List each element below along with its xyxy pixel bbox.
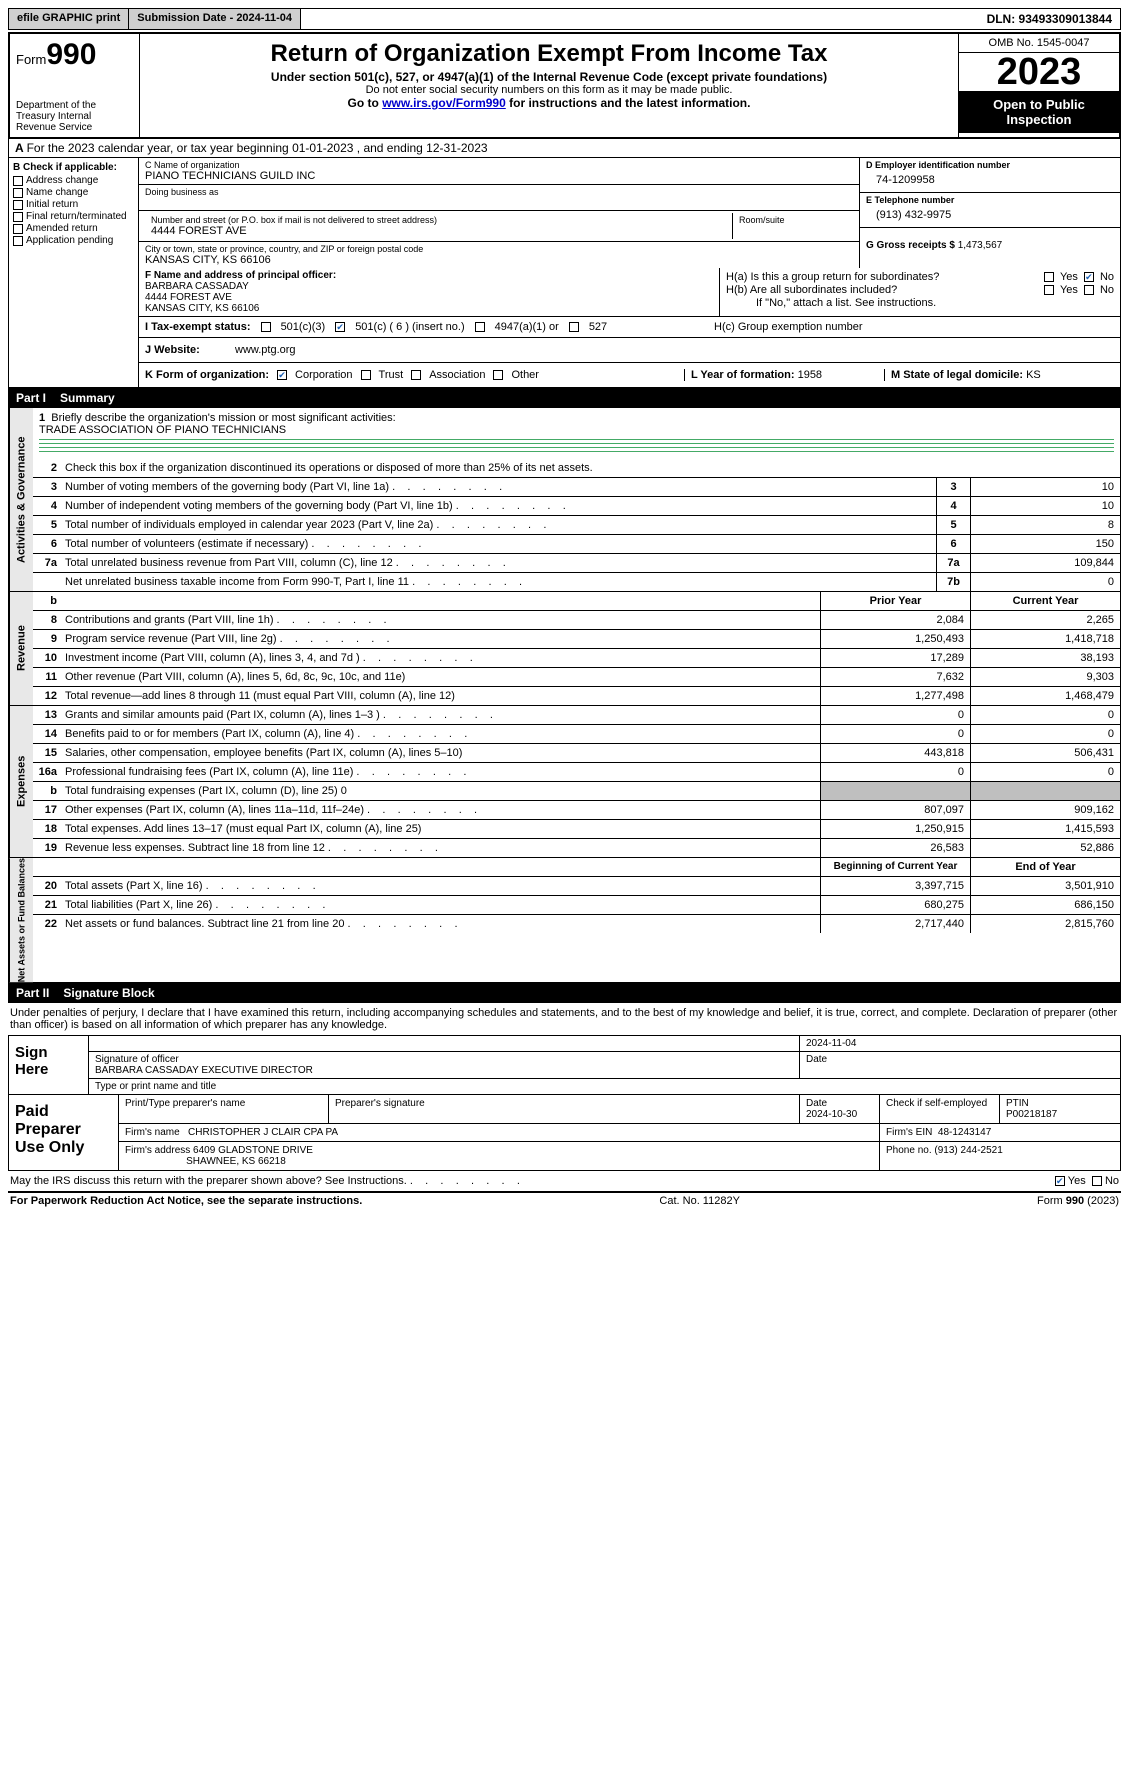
vlabel-governance: Activities & Governance xyxy=(9,408,33,591)
line-3: Number of voting members of the governin… xyxy=(61,478,936,496)
form-number: Form990 xyxy=(16,38,133,72)
line-10: Investment income (Part VIII, column (A)… xyxy=(61,649,820,667)
org-city: KANSAS CITY, KS 66106 xyxy=(145,254,853,266)
line-22: Net assets or fund balances. Subtract li… xyxy=(61,915,820,933)
chk-trust[interactable] xyxy=(361,370,371,380)
org-street: 4444 FOREST AVE xyxy=(151,225,726,237)
preparer-block: Paid Preparer Use Only Print/Type prepar… xyxy=(8,1095,1121,1171)
website: www.ptg.org xyxy=(235,344,296,356)
chk-assoc[interactable] xyxy=(411,370,421,380)
box-k: K Form of organization: Corporation Trus… xyxy=(145,369,684,381)
line-11: Other revenue (Part VIII, column (A), li… xyxy=(61,668,820,686)
box-f-officer: F Name and address of principal officer:… xyxy=(139,268,720,316)
tax-year: 2023 xyxy=(959,53,1119,91)
box-b: B Check if applicable: Address change Na… xyxy=(9,158,139,387)
line-6: Total number of volunteers (estimate if … xyxy=(61,535,936,553)
line-16a: Professional fundraising fees (Part IX, … xyxy=(61,763,820,781)
line-18: Total expenses. Add lines 13–17 (must eq… xyxy=(61,820,820,838)
row-a-tax-year: A For the 2023 calendar year, or tax yea… xyxy=(8,139,1121,158)
line-7b: Net unrelated business taxable income fr… xyxy=(61,573,936,591)
chk-address-change[interactable] xyxy=(13,176,23,186)
chk-ha-no[interactable] xyxy=(1084,272,1094,282)
line-4: Number of independent voting members of … xyxy=(61,497,936,515)
chk-name-change[interactable] xyxy=(13,188,23,198)
chk-501c3[interactable] xyxy=(261,322,271,332)
form-header: Form990 Department of the Treasury Inter… xyxy=(8,32,1121,139)
line-17: Other expenses (Part IX, column (A), lin… xyxy=(61,801,820,819)
officer-signature: BARBARA CASSADAY EXECUTIVE DIRECTOR xyxy=(95,1065,793,1076)
line-12: Total revenue—add lines 8 through 11 (mu… xyxy=(61,687,820,705)
vlabel-revenue: Revenue xyxy=(9,592,33,705)
line-21: Total liabilities (Part X, line 26) xyxy=(61,896,820,914)
dln: DLN: 93493309013844 xyxy=(979,9,1120,29)
signature-intro: Under penalties of perjury, I declare th… xyxy=(8,1003,1121,1035)
entity-block: B Check if applicable: Address change Na… xyxy=(8,158,1121,388)
line-7a: Total unrelated business revenue from Pa… xyxy=(61,554,936,572)
footer: For Paperwork Reduction Act Notice, see … xyxy=(8,1193,1121,1209)
line-14: Benefits paid to or for members (Part IX… xyxy=(61,725,820,743)
header-sub1: Under section 501(c), 527, or 4947(a)(1)… xyxy=(146,70,952,84)
chk-initial-return[interactable] xyxy=(13,200,23,210)
box-d-ein: D Employer identification number 74-1209… xyxy=(860,158,1120,193)
sign-here-block: Sign Here 2024-11-04 Signature of office… xyxy=(8,1035,1121,1095)
line-5: Total number of individuals employed in … xyxy=(61,516,936,534)
irs-link[interactable]: www.irs.gov/Form990 xyxy=(382,96,506,110)
chk-corp[interactable] xyxy=(277,370,287,380)
inspection-badge: Open to Public Inspection xyxy=(959,91,1119,133)
box-i-status: I Tax-exempt status: 501(c)(3) 501(c) ( … xyxy=(145,321,704,333)
topbar: efile GRAPHIC print Submission Date - 20… xyxy=(8,8,1121,30)
chk-4947[interactable] xyxy=(475,322,485,332)
box-m: M State of legal domicile: KS xyxy=(884,369,1114,381)
chk-discuss-no[interactable] xyxy=(1092,1176,1102,1186)
chk-501c[interactable] xyxy=(335,322,345,332)
part2-header: Part IISignature Block xyxy=(8,983,1121,1003)
firm-name: CHRISTOPHER J CLAIR CPA PA xyxy=(188,1127,338,1138)
submission-date: Submission Date - 2024-11-04 xyxy=(129,9,301,29)
line-20: Total assets (Part X, line 16) xyxy=(61,877,820,895)
box-g-receipts: G Gross receipts $ 1,473,567 xyxy=(860,228,1120,253)
efile-print-button[interactable]: efile GRAPHIC print xyxy=(9,9,129,29)
footer-question: May the IRS discuss this return with the… xyxy=(8,1171,1121,1193)
line-16b: Total fundraising expenses (Part IX, col… xyxy=(61,782,820,800)
box-hc: H(c) Group exemption number xyxy=(714,321,1114,333)
line-13: Grants and similar amounts paid (Part IX… xyxy=(61,706,820,724)
vlabel-netassets: Net Assets or Fund Balances xyxy=(9,858,33,982)
form-title: Return of Organization Exempt From Incom… xyxy=(146,40,952,68)
box-h: H(a) Is this a group return for subordin… xyxy=(720,268,1120,316)
chk-ha-yes[interactable] xyxy=(1044,272,1054,282)
org-name: PIANO TECHNICIANS GUILD INC xyxy=(145,170,853,182)
header-sub2: Do not enter social security numbers on … xyxy=(146,84,952,96)
line-19: Revenue less expenses. Subtract line 18 … xyxy=(61,839,820,857)
line-8: Contributions and grants (Part VIII, lin… xyxy=(61,611,820,629)
chk-hb-yes[interactable] xyxy=(1044,285,1054,295)
chk-discuss-yes[interactable] xyxy=(1055,1176,1065,1186)
chk-amended[interactable] xyxy=(13,224,23,234)
line-15: Salaries, other compensation, employee b… xyxy=(61,744,820,762)
line-2: Check this box if the organization disco… xyxy=(61,459,1120,477)
part1-header: Part ISummary xyxy=(8,388,1121,408)
box-c: C Name of organization PIANO TECHNICIANS… xyxy=(139,158,860,268)
line-9: Program service revenue (Part VIII, line… xyxy=(61,630,820,648)
mission-block: 1 Briefly describe the organization's mi… xyxy=(33,408,1120,459)
chk-app-pending[interactable] xyxy=(13,236,23,246)
chk-other[interactable] xyxy=(493,370,503,380)
dept-treasury: Department of the Treasury Internal Reve… xyxy=(16,100,133,133)
header-sub3: Go to www.irs.gov/Form990 for instructio… xyxy=(146,96,952,110)
box-l: L Year of formation: 1958 xyxy=(684,369,884,381)
chk-final-return[interactable] xyxy=(13,212,23,222)
chk-hb-no[interactable] xyxy=(1084,285,1094,295)
vlabel-expenses: Expenses xyxy=(9,706,33,857)
chk-527[interactable] xyxy=(569,322,579,332)
box-e-phone: E Telephone number (913) 432-9975 xyxy=(860,193,1120,228)
